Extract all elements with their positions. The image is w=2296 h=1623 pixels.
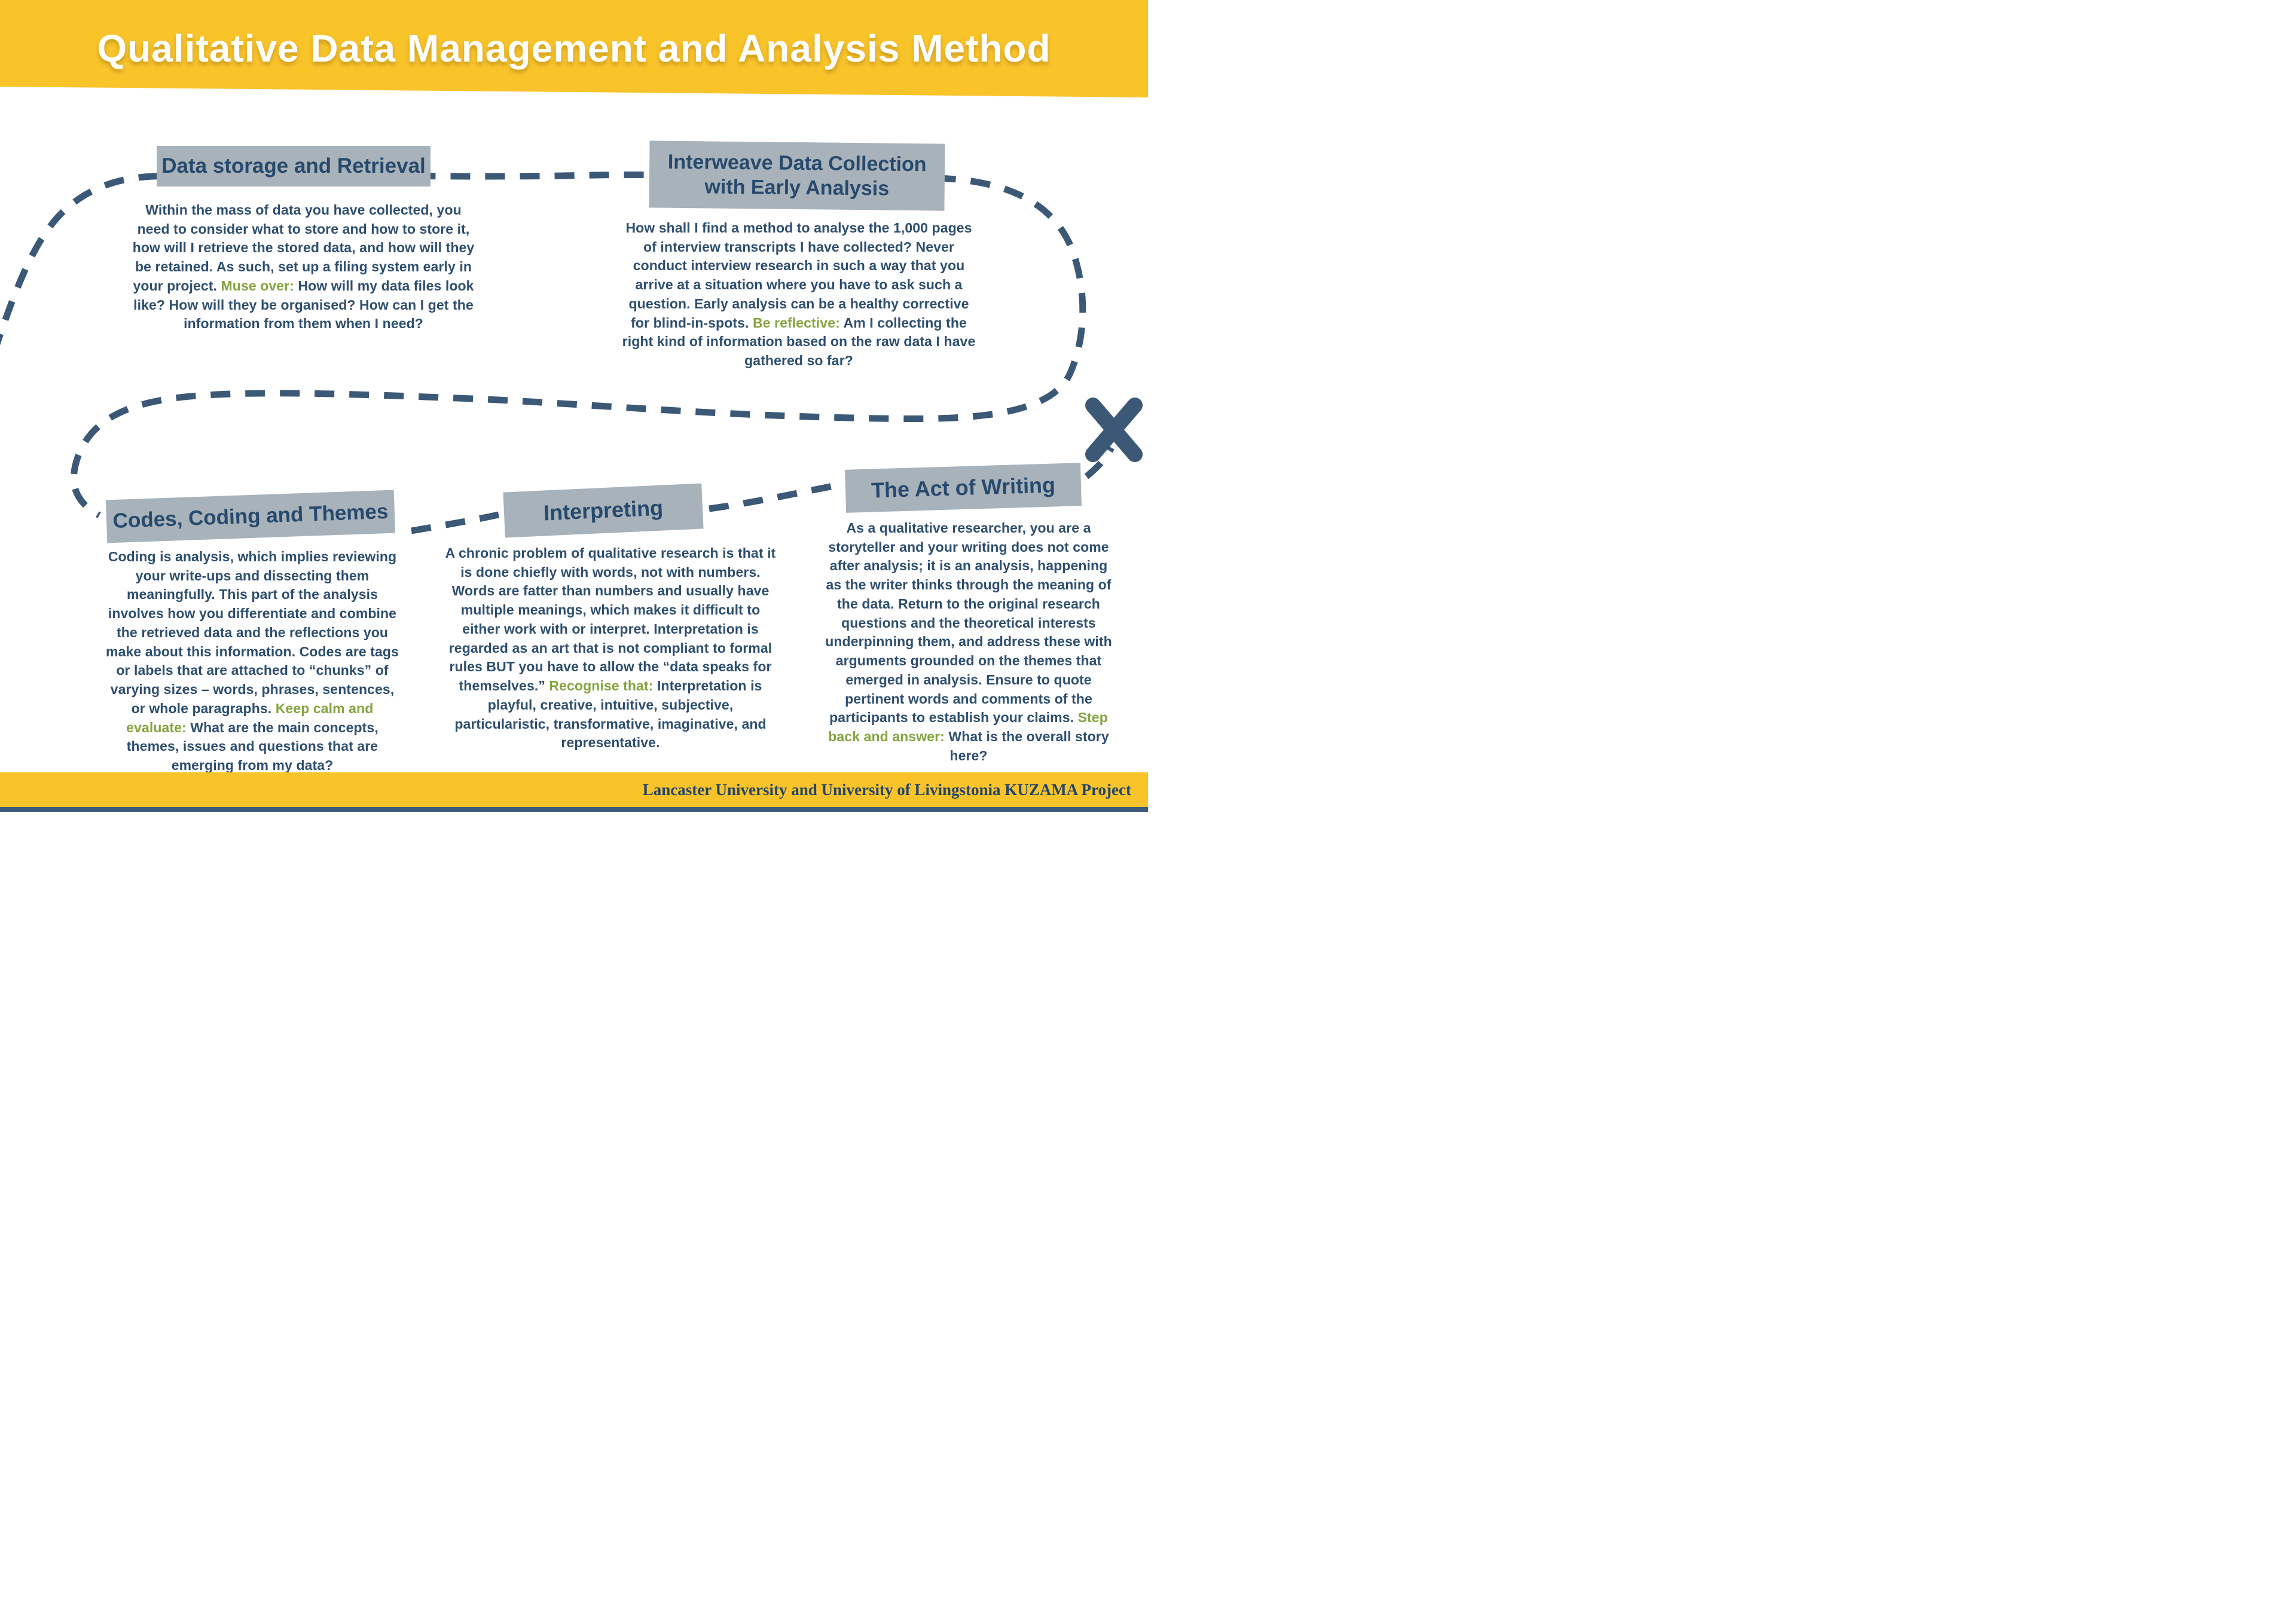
section-body-codes: Coding is analysis, which implies review… [105,548,399,775]
infographic-canvas: Qualitative Data Management and Analysis… [0,0,1148,812]
body-text: As a qualitative researcher, you are a s… [825,520,1112,726]
section-label-text: Interweave Data Collection with Early An… [667,150,927,200]
section-label-act-of-writing: The Act of Writing [845,463,1082,513]
dashed-path-interpreting-to-writing [709,481,841,512]
body-text: Within the mass of data you have collect… [132,202,475,294]
body-text: What are the main concepts, themes, issu… [126,719,378,774]
body-text: Interpretation is playful, creative, int… [454,678,767,751]
body-text: How shall I find a method to analyse the… [625,220,972,331]
section-body-act-of-writing: As a qualitative researcher, you are a s… [824,519,1113,766]
page-title: Qualitative Data Management and Analysis… [97,27,1051,70]
highlight-phrase: Step back and answer: [828,710,1108,745]
body-text: What is the overall story here? [944,729,1109,763]
section-label-interpreting: Interpreting [503,483,704,538]
dashed-path-writing-to-end [1084,446,1115,479]
body-text: A chronic problem of qualitative researc… [445,545,776,694]
section-body-data-storage: Within the mass of data you have collect… [129,201,478,334]
footer-navy-strip [0,807,1148,812]
section-label-text: Data storage and Retrieval [161,154,426,178]
body-text: Am I collecting the right kind of inform… [622,314,976,369]
section-label-data-storage: Data storage and Retrieval [157,146,430,187]
body-text: How will my data files look like? How wi… [133,277,474,332]
section-label-interweave: Interweave Data Collection with Early An… [649,140,945,211]
highlight-phrase: Muse over: [221,277,294,294]
header-band: Qualitative Data Management and Analysis… [0,0,1148,97]
footer-band: Lancaster University and University of L… [0,772,1148,807]
highlight-phrase: Recognise that: [549,678,654,694]
highlight-phrase: Be reflective: [752,314,840,331]
section-label-text: Interpreting [543,495,664,525]
highlight-phrase: Keep calm and evaluate: [126,700,374,735]
body-text: Coding is analysis, which implies review… [106,549,399,716]
dashed-path-codes-to-interpreting [411,511,500,534]
x-mark-icon [1085,398,1143,462]
footer-credit: Lancaster University and University of L… [642,781,1131,799]
section-label-text: Codes, Coding and Themes [112,499,389,533]
section-body-interpreting: A chronic problem of qualitative researc… [442,544,778,753]
section-label-text: The Act of Writing [871,472,1056,503]
section-body-interweave: How shall I find a method to analyse the… [622,219,976,371]
